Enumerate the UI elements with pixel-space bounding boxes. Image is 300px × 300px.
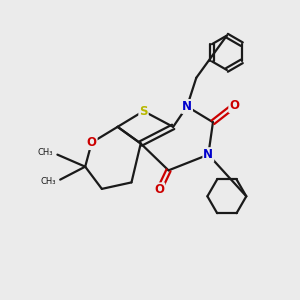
- Text: S: S: [139, 105, 148, 118]
- Text: N: N: [182, 100, 192, 113]
- Text: O: O: [229, 99, 239, 112]
- Text: O: O: [154, 183, 164, 196]
- Text: CH₃: CH₃: [38, 148, 53, 157]
- Text: CH₃: CH₃: [40, 177, 56, 186]
- Text: O: O: [87, 136, 97, 149]
- Text: N: N: [203, 148, 213, 161]
